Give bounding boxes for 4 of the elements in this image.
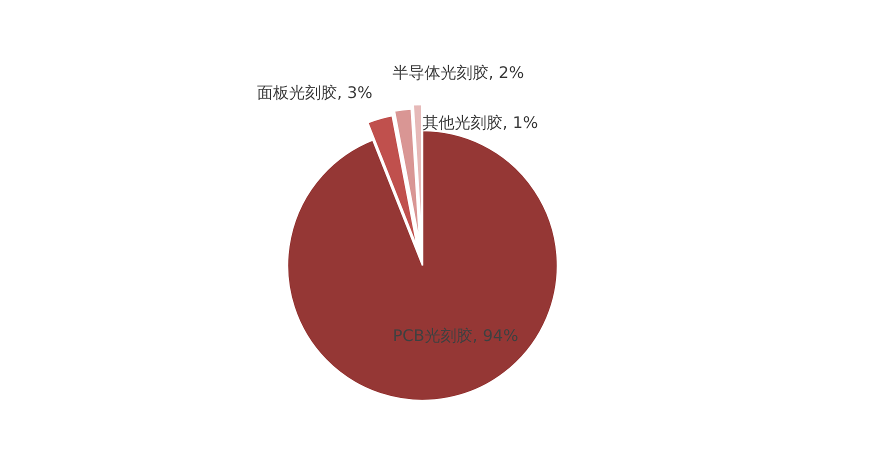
slice-label: PCB光刻胶, 94% xyxy=(392,326,518,345)
slice-label: 其他光刻胶, 1% xyxy=(422,113,538,132)
slice-label: 半导体光刻胶, 2% xyxy=(392,63,524,82)
slice-label: 面板光刻胶, 3% xyxy=(256,83,373,102)
